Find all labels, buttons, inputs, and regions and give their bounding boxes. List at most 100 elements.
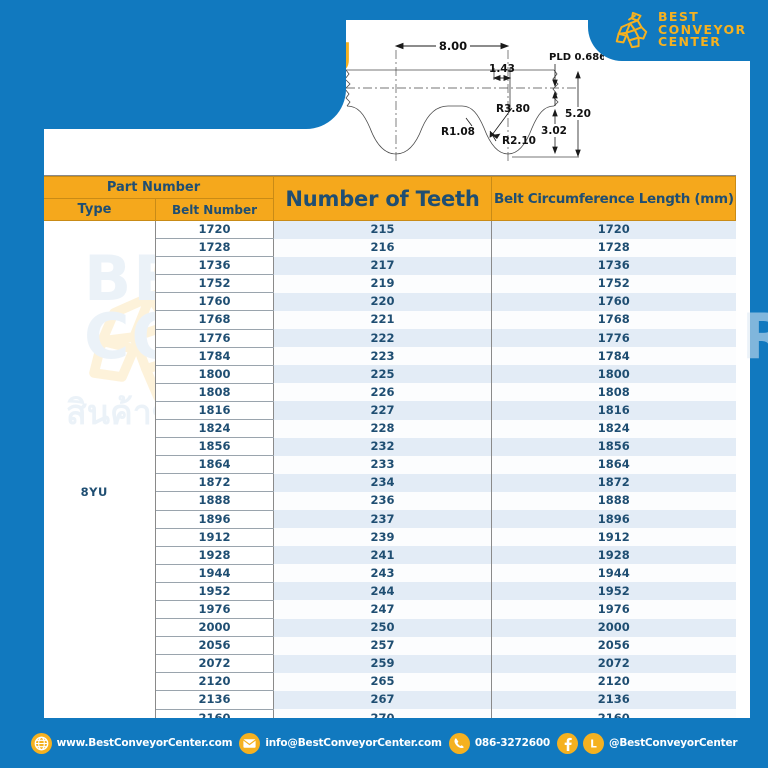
table-row: 1976 247 1976 — [34, 599, 736, 620]
cell-circumference: 1800 — [491, 365, 736, 384]
cell-number-of-teeth: 244 — [273, 582, 493, 601]
cell-number-of-teeth: 232 — [273, 437, 493, 456]
cell-belt-number: 2056 — [155, 636, 275, 656]
cell-number-of-teeth: 228 — [273, 419, 493, 438]
cell-circumference: 1928 — [491, 546, 736, 565]
brand-logo: BEST CONVEYOR CENTER — [612, 10, 747, 50]
cell-belt-number: 2000 — [155, 618, 275, 638]
cell-number-of-teeth: 239 — [273, 528, 493, 547]
cell-belt-number: 1872 — [155, 473, 275, 493]
cell-circumference: 2056 — [491, 636, 736, 655]
cell-circumference: 1856 — [491, 437, 736, 456]
cell-belt-number: 1928 — [155, 545, 275, 565]
table-row: 1912 239 1912 — [34, 527, 736, 547]
cell-belt-number: 1752 — [155, 274, 275, 294]
cell-number-of-teeth: 220 — [273, 292, 493, 311]
table-row: 1864 233 1864 — [34, 455, 736, 475]
cell-number-of-teeth: 267 — [273, 690, 493, 710]
cell-number-of-teeth: 219 — [273, 274, 493, 293]
cell-belt-number: 1776 — [155, 328, 275, 348]
facebook-icon[interactable] — [557, 732, 579, 754]
cell-belt-number: 1768 — [155, 310, 275, 330]
cell-circumference: 1768 — [491, 310, 736, 330]
header-belt-circumference: Belt Circumference Length (mm) — [491, 176, 737, 221]
table-row: 2000 250 2000 — [34, 618, 736, 638]
cell-belt-number: 1800 — [155, 364, 275, 384]
cell-circumference: 1824 — [491, 419, 736, 438]
cell-circumference: 1784 — [491, 347, 736, 366]
table-row: 2072 259 2072 — [34, 654, 736, 674]
header-number-of-teeth: Number of Teeth — [273, 176, 493, 221]
logo-line-2: CONVEYOR — [658, 21, 747, 37]
title-panel — [0, 0, 346, 129]
svg-text:5.20: 5.20 — [565, 108, 591, 120]
table-row: 1784 223 1784 — [34, 346, 736, 366]
footer-website[interactable]: www.BestConveyorCenter.com — [30, 732, 233, 754]
cell-circumference: 2136 — [491, 690, 736, 710]
table-row: 1952 244 1952 — [34, 581, 736, 601]
header-belt-number: Belt Number — [154, 198, 275, 221]
line-icon[interactable]: L — [583, 732, 605, 754]
cell-number-of-teeth: 265 — [273, 672, 493, 691]
cell-belt-number: 1816 — [155, 400, 275, 421]
cell-belt-number: 1856 — [155, 437, 275, 457]
table-row: 8YU 1720 215 1720 — [33, 219, 736, 764]
footer-phone[interactable]: 086-3272600 — [448, 732, 550, 754]
cell-belt-number: 1864 — [155, 455, 275, 475]
table-row: 1944 243 1944 — [34, 563, 736, 583]
table-row: 2120 265 2120 — [34, 672, 736, 692]
footer-social[interactable]: L @BestConveyorCenter — [557, 732, 738, 754]
svg-text:L: L — [590, 738, 597, 750]
table-row: 2056 257 2056 — [34, 636, 736, 656]
table-row: 1856 232 1856 — [34, 437, 736, 457]
cell-number-of-teeth: 247 — [273, 600, 493, 619]
table-row: 1768 221 1768 — [34, 310, 736, 330]
table-row: 1816 227 1816 — [34, 400, 736, 421]
footer-email[interactable]: info@BestConveyorCenter.com — [239, 732, 442, 754]
conveyor-mark-icon — [615, 11, 648, 49]
table-header-row-sub: Type Belt Number — [33, 198, 736, 221]
cell-number-of-teeth: 223 — [273, 347, 493, 366]
cell-circumference: 1912 — [491, 528, 736, 547]
cell-circumference: 1888 — [491, 491, 736, 510]
phone-icon — [448, 732, 470, 754]
globe-icon — [30, 732, 52, 754]
cell-number-of-teeth: 257 — [273, 636, 493, 655]
brand-logo-text: BEST CONVEYOR CENTER — [658, 11, 747, 49]
contact-footer: www.BestConveyorCenter.com info@BestConv… — [0, 718, 768, 768]
cell-number-of-teeth: 250 — [273, 618, 493, 637]
envelope-icon — [239, 732, 261, 754]
cell-number-of-teeth: 216 — [273, 238, 493, 257]
table-row: 1824 228 1824 — [34, 419, 736, 439]
cell-number-of-teeth: 221 — [273, 310, 493, 330]
cell-number-of-teeth: 241 — [273, 546, 493, 565]
belt-tooth-profile-drawing: 8.00 1.43 PLD 0.686 — [344, 22, 606, 168]
cell-circumference: 1872 — [491, 473, 736, 492]
cell-number-of-teeth: 237 — [273, 510, 493, 529]
cell-type: 8YU — [33, 220, 156, 764]
table-row: 1800 225 1800 — [34, 364, 736, 384]
cell-belt-number: 1888 — [155, 491, 275, 511]
table-row: 1760 220 1760 — [34, 292, 736, 312]
cell-circumference: 2072 — [491, 654, 736, 673]
cell-belt-number: 1808 — [155, 382, 275, 402]
table-header-row-top: Part Number Number of Teeth Belt Circumf… — [32, 176, 737, 221]
cell-belt-number: 1720 — [155, 219, 275, 240]
cell-circumference: 1760 — [491, 292, 736, 311]
cell-belt-number: 1728 — [155, 238, 275, 258]
svg-text:R1.08: R1.08 — [441, 126, 475, 138]
cell-circumference: 1728 — [491, 238, 736, 257]
cell-circumference: 2120 — [491, 672, 736, 691]
cell-belt-number: 1760 — [155, 292, 275, 312]
cell-number-of-teeth: 236 — [273, 491, 493, 510]
cell-belt-number: 1896 — [155, 509, 275, 529]
header-type: Type — [33, 198, 156, 221]
table-row: 1888 236 1888 — [34, 491, 736, 511]
cell-belt-number: 1824 — [155, 419, 275, 439]
cell-number-of-teeth: 243 — [273, 564, 493, 583]
svg-text:R3.80: R3.80 — [496, 103, 530, 115]
footer-website-label: www.BestConveyorCenter.com — [56, 737, 233, 749]
cell-number-of-teeth: 225 — [273, 365, 493, 384]
table-row: 1752 219 1752 — [34, 274, 736, 294]
cell-circumference: 1816 — [491, 401, 736, 420]
